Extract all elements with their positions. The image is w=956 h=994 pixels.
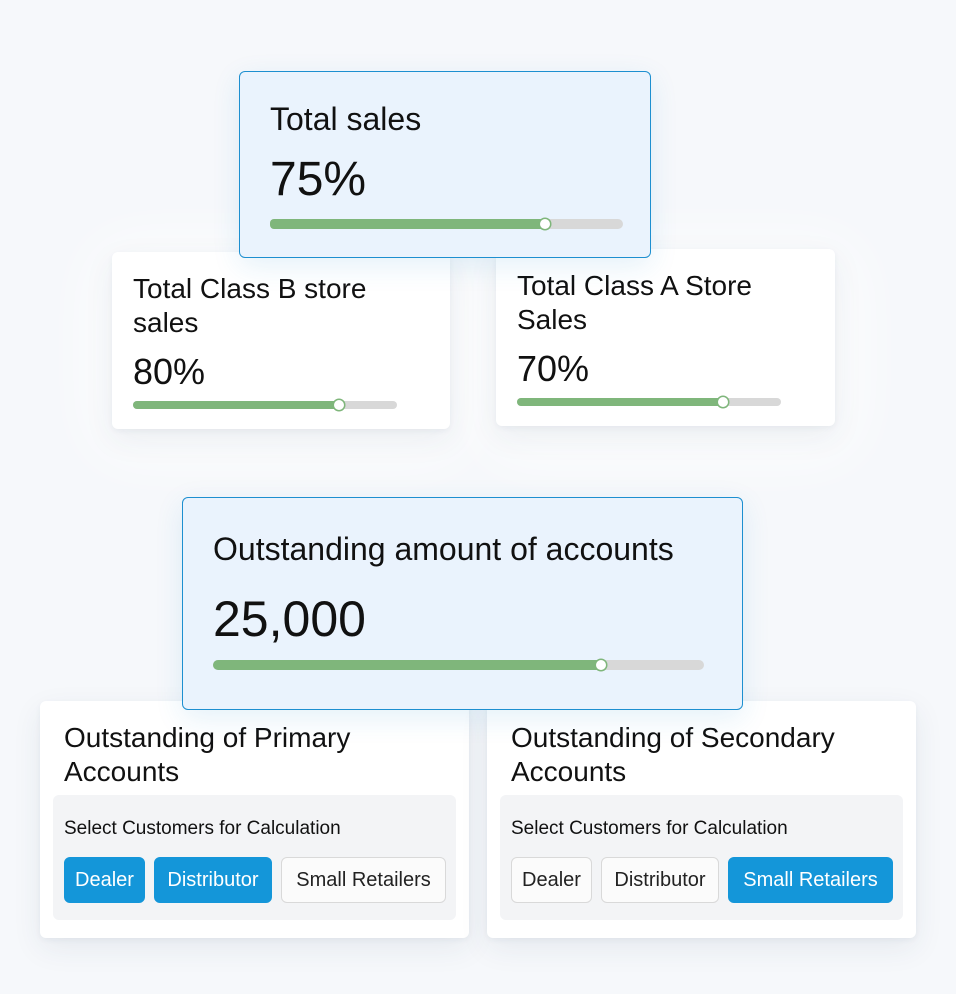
progress-fill	[517, 398, 723, 406]
secondary-accounts-title: Outstanding of Secondary Accounts	[511, 721, 835, 788]
class-a-progress-bar	[517, 397, 781, 407]
class-a-sales-value: 70%	[517, 348, 590, 389]
progress-knob	[595, 660, 606, 670]
progress-fill	[213, 660, 601, 670]
select-customers-label: Select Customers for Calculation	[64, 818, 341, 839]
outstanding-amount-title: Outstanding amount of accounts	[213, 531, 674, 567]
title-line: Outstanding of Primary	[64, 722, 351, 753]
title-line: Accounts	[64, 755, 180, 787]
total-sales-title: Total sales	[270, 101, 422, 137]
small-retailers-chip[interactable]: Small Retailers	[728, 857, 893, 903]
primary-accounts-card: Outstanding of Primary Accounts Select C…	[40, 701, 469, 938]
class-a-sales-card: Total Class A Store Sales 70%	[496, 249, 835, 426]
title-line: Total Class B store	[133, 273, 367, 304]
outstanding-amount-value: 25,000	[213, 591, 366, 647]
total-sales-card: Total sales 75%	[239, 71, 651, 258]
small-retailers-chip[interactable]: Small Retailers	[281, 857, 446, 903]
progress-knob	[540, 219, 551, 229]
progress-fill	[270, 219, 546, 229]
class-b-sales-value: 80%	[133, 351, 206, 392]
total-sales-value: 75%	[270, 153, 367, 206]
customer-selection-panel: Select Customers for Calculation Dealer …	[53, 795, 456, 920]
distributor-chip[interactable]: Distributor	[601, 857, 719, 903]
select-customers-label: Select Customers for Calculation	[511, 818, 788, 839]
primary-accounts-title: Outstanding of Primary Accounts	[64, 721, 350, 788]
class-a-sales-title: Total Class A Store Sales	[517, 269, 752, 336]
title-line: Sales	[517, 303, 588, 335]
progress-knob	[333, 400, 344, 410]
distributor-chip[interactable]: Distributor	[154, 857, 272, 903]
progress-fill	[133, 401, 339, 409]
total-sales-progress-bar	[270, 219, 623, 229]
dealer-chip[interactable]: Dealer	[64, 857, 145, 903]
title-line: Accounts	[511, 755, 627, 787]
dealer-chip[interactable]: Dealer	[511, 857, 592, 903]
outstanding-amount-card: Outstanding amount of accounts 25,000	[182, 497, 743, 710]
title-line: Outstanding of Secondary	[511, 722, 835, 753]
title-line: sales	[133, 306, 199, 338]
customer-selection-panel: Select Customers for Calculation Dealer …	[500, 795, 903, 920]
class-b-sales-card: Total Class B store sales 80%	[112, 252, 450, 429]
secondary-accounts-card: Outstanding of Secondary Accounts Select…	[487, 701, 916, 938]
class-b-progress-bar	[133, 400, 397, 410]
title-line: Total Class A Store	[517, 270, 753, 301]
class-b-sales-title: Total Class B store sales	[133, 272, 366, 339]
outstanding-progress-bar	[213, 660, 704, 670]
progress-knob	[717, 397, 728, 407]
